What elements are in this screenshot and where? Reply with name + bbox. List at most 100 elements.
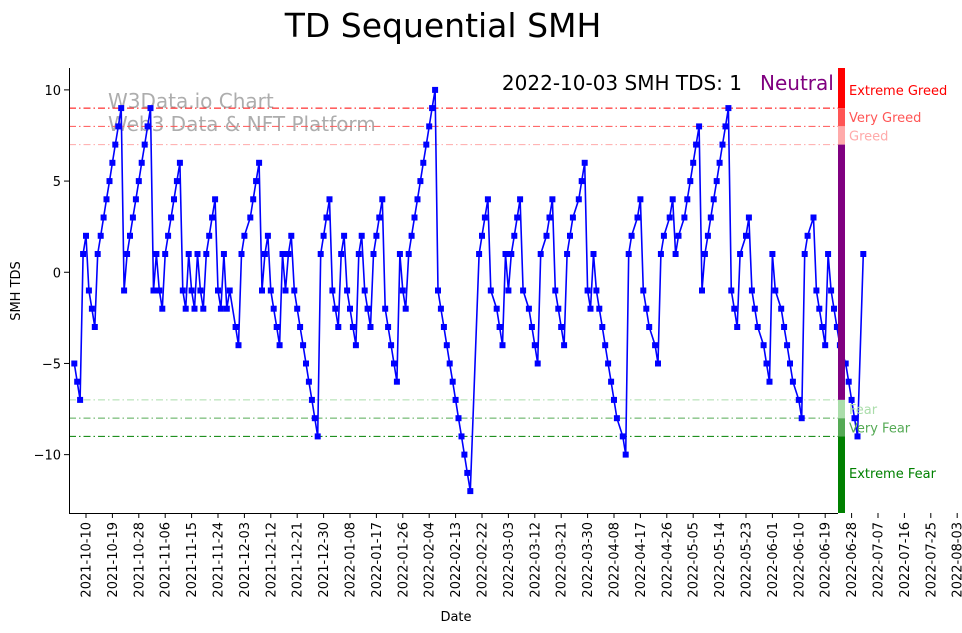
data-point-96 xyxy=(358,232,365,239)
data-point-24 xyxy=(141,141,148,148)
data-point-82 xyxy=(317,251,324,257)
x-tick-label-15: 2022-02-22 xyxy=(476,522,491,598)
x-tick-label-27: 2022-06-10 xyxy=(792,522,807,598)
x-tick-label-11: 2022-01-17 xyxy=(370,522,385,598)
x-tick-label-4: 2021-11-15 xyxy=(185,522,200,598)
data-point-167 xyxy=(584,287,591,294)
data-point-145 xyxy=(511,232,518,239)
data-point-221 xyxy=(763,360,770,367)
data-point-205 xyxy=(710,196,717,203)
data-point-33 xyxy=(168,214,175,221)
data-point-127 xyxy=(449,378,456,385)
data-point-95 xyxy=(355,251,362,257)
data-point-176 xyxy=(611,396,617,403)
data-point-130 xyxy=(458,433,465,440)
zone-label-5: Extreme Fear xyxy=(849,467,937,482)
data-point-195 xyxy=(681,214,688,221)
data-point-228 xyxy=(787,360,793,367)
data-point-142 xyxy=(502,251,509,257)
data-point-206 xyxy=(713,178,720,185)
y-tick-label-3: 5 xyxy=(53,175,61,190)
x-tick-label-10: 2022-01-08 xyxy=(344,522,359,598)
data-point-131 xyxy=(461,451,468,458)
x-tick-label-0: 2021-10-10 xyxy=(80,522,95,598)
data-point-119 xyxy=(426,123,433,130)
data-point-73 xyxy=(291,287,298,294)
data-point-149 xyxy=(525,305,532,312)
data-point-194 xyxy=(675,232,682,239)
data-point-56 xyxy=(238,251,245,257)
data-point-52 xyxy=(223,305,230,312)
sentiment-bar xyxy=(838,68,845,513)
data-point-230 xyxy=(795,396,802,403)
data-point-80 xyxy=(311,415,318,422)
data-point-134 xyxy=(476,251,483,257)
data-point-27 xyxy=(150,287,157,294)
data-point-151 xyxy=(531,342,538,349)
data-point-104 xyxy=(382,305,389,312)
data-point-237 xyxy=(819,324,826,330)
data-point-183 xyxy=(637,196,644,203)
data-point-182 xyxy=(634,214,641,221)
data-point-103 xyxy=(379,196,386,203)
data-point-65 xyxy=(267,287,274,294)
data-point-200 xyxy=(696,123,703,130)
data-point-136 xyxy=(481,214,488,221)
data-point-93 xyxy=(349,324,356,330)
data-point-224 xyxy=(772,287,779,294)
data-point-84 xyxy=(323,214,330,221)
data-point-48 xyxy=(212,196,219,203)
data-point-164 xyxy=(575,196,582,203)
x-tick-label-19: 2022-03-30 xyxy=(581,522,596,598)
chart-title: TD Sequential SMH xyxy=(284,6,602,45)
x-tick-label-29: 2022-06-28 xyxy=(845,522,860,598)
data-point-159 xyxy=(558,324,565,330)
data-point-13 xyxy=(109,159,116,166)
data-point-64 xyxy=(264,232,271,239)
data-point-144 xyxy=(508,251,515,257)
data-point-85 xyxy=(326,196,333,203)
data-point-88 xyxy=(335,324,342,330)
x-tick-label-8: 2021-12-21 xyxy=(291,522,306,598)
data-point-197 xyxy=(687,178,694,185)
data-point-7 xyxy=(91,324,98,330)
data-point-19 xyxy=(127,232,133,239)
data-point-157 xyxy=(552,287,559,294)
data-point-78 xyxy=(305,378,312,385)
data-point-59 xyxy=(250,196,257,203)
data-point-246 xyxy=(848,396,855,403)
data-point-249 xyxy=(860,251,867,257)
data-point-0 xyxy=(71,360,78,367)
data-point-63 xyxy=(261,251,268,257)
data-point-155 xyxy=(546,214,553,221)
data-point-6 xyxy=(88,305,95,312)
data-point-90 xyxy=(341,232,348,239)
x-tick-label-17: 2022-03-12 xyxy=(528,522,543,598)
x-tick-label-16: 2022-03-03 xyxy=(502,522,517,598)
data-point-238 xyxy=(822,342,829,349)
data-point-21 xyxy=(132,196,139,203)
data-point-152 xyxy=(534,360,541,367)
y-ticks: −10 −5 0 5 10 xyxy=(34,84,69,464)
data-point-188 xyxy=(655,360,661,367)
data-point-89 xyxy=(338,251,345,257)
data-point-158 xyxy=(555,305,562,312)
latest-value-annotation: 2022-10-03 SMH TDS: 1 xyxy=(502,71,742,95)
status-label: Neutral xyxy=(760,71,834,95)
data-point-215 xyxy=(743,232,749,239)
data-point-168 xyxy=(587,305,594,312)
data-point-128 xyxy=(452,396,459,403)
data-point-247 xyxy=(851,415,858,422)
data-point-169 xyxy=(590,251,597,257)
data-point-54 xyxy=(232,324,239,330)
data-point-147 xyxy=(517,196,524,203)
x-ticks: 2021-10-10 2021-10-19 2021-10-28 2021-11-06… xyxy=(80,513,962,598)
data-point-98 xyxy=(364,305,371,312)
sentiment-segment-0 xyxy=(838,68,845,109)
data-point-49 xyxy=(215,287,221,294)
data-point-71 xyxy=(285,251,292,257)
data-point-66 xyxy=(270,305,277,312)
data-point-40 xyxy=(188,287,195,294)
data-point-207 xyxy=(716,159,723,166)
